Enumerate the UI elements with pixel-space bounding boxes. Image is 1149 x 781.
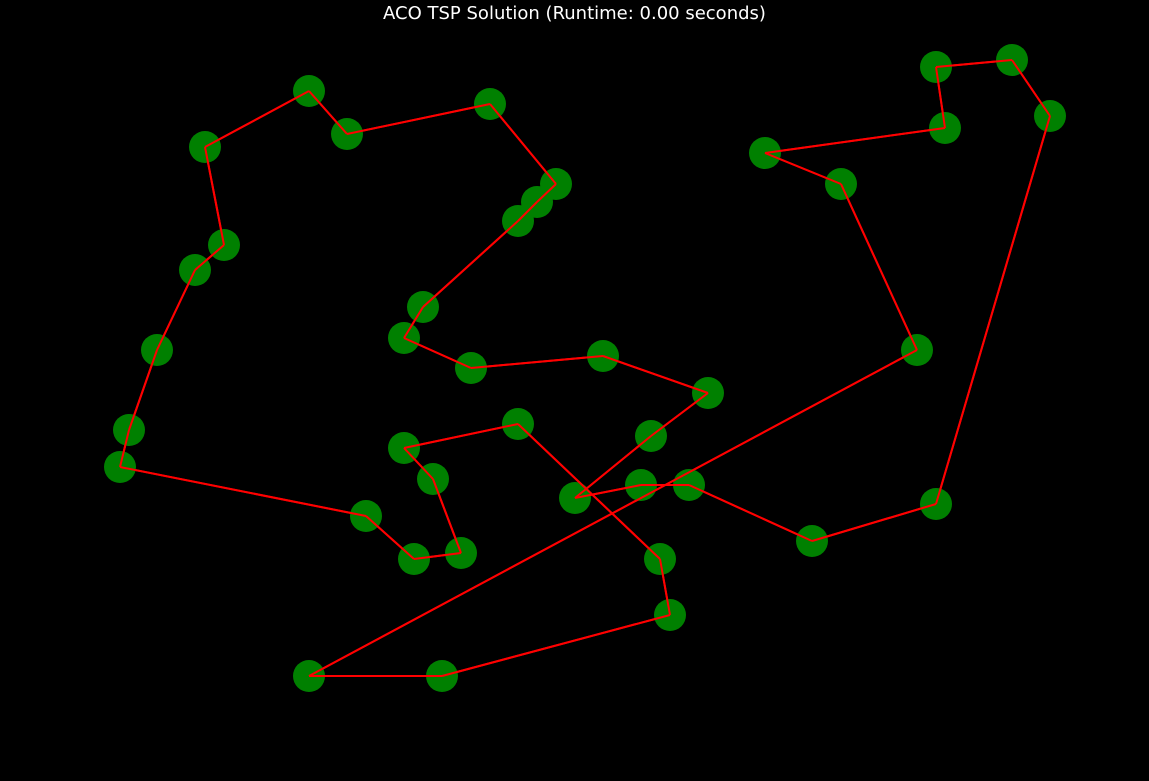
route-overlay-segment-3 (536, 183, 557, 203)
route-overlay-segment-18 (935, 59, 1013, 68)
route-overlay-segment-17 (1011, 59, 1051, 117)
route-overlay-segment-33 (119, 466, 367, 517)
route-overlay-segment-15 (811, 503, 937, 542)
route-overlay-segment-37 (194, 244, 225, 271)
route-overlay-segment-8 (470, 355, 604, 369)
route-overlay-segment-29 (403, 447, 434, 480)
route-overlay-segment-25 (441, 614, 671, 677)
route-overlay-segment-19 (935, 66, 946, 129)
route-overlay-segment-1 (346, 103, 491, 135)
route-overlay-segment-2 (489, 103, 557, 185)
route-overlay-segment-22 (840, 183, 918, 351)
route-overlay-segment-16 (935, 115, 1051, 505)
route-overlay-segment-11 (574, 435, 652, 499)
route-overlay-segment-27 (517, 423, 661, 560)
route-overlay-segment-32 (365, 515, 415, 560)
route-overlay-segment-26 (659, 558, 671, 616)
route-overlay-segment-4 (517, 201, 538, 222)
route-overlay-segment-9 (602, 355, 709, 394)
route-overlay-segment-28 (403, 423, 519, 449)
route-overlay-segment-34 (119, 429, 130, 468)
route-overlay-segment-39 (204, 90, 310, 148)
route-overlay-segment-35 (128, 349, 158, 431)
route-overlay-segment-14 (688, 484, 813, 542)
route-overlay-segment-36 (156, 269, 196, 351)
route-overlay-segment-20 (764, 127, 946, 154)
route-overlay-layer (119, 59, 1051, 677)
route-overlay-segment-6 (403, 306, 424, 339)
route-overlay-segment-5 (422, 220, 519, 308)
route-overlay-segment-21 (764, 152, 842, 185)
route-layer (119, 59, 1051, 677)
route-overlay-segment-38 (204, 146, 225, 246)
route-overlay-segment-7 (403, 337, 472, 369)
chart-title: ACO TSP Solution (Runtime: 0.00 seconds) (383, 3, 766, 24)
route-overlay-segment-12 (574, 484, 642, 499)
route-overlay-segment-30 (432, 478, 462, 554)
route-overlay-segment-31 (413, 552, 462, 560)
node-layer (104, 44, 1066, 692)
route-overlay-segment-0 (308, 90, 348, 135)
route-overlay-segment-10 (650, 392, 709, 437)
